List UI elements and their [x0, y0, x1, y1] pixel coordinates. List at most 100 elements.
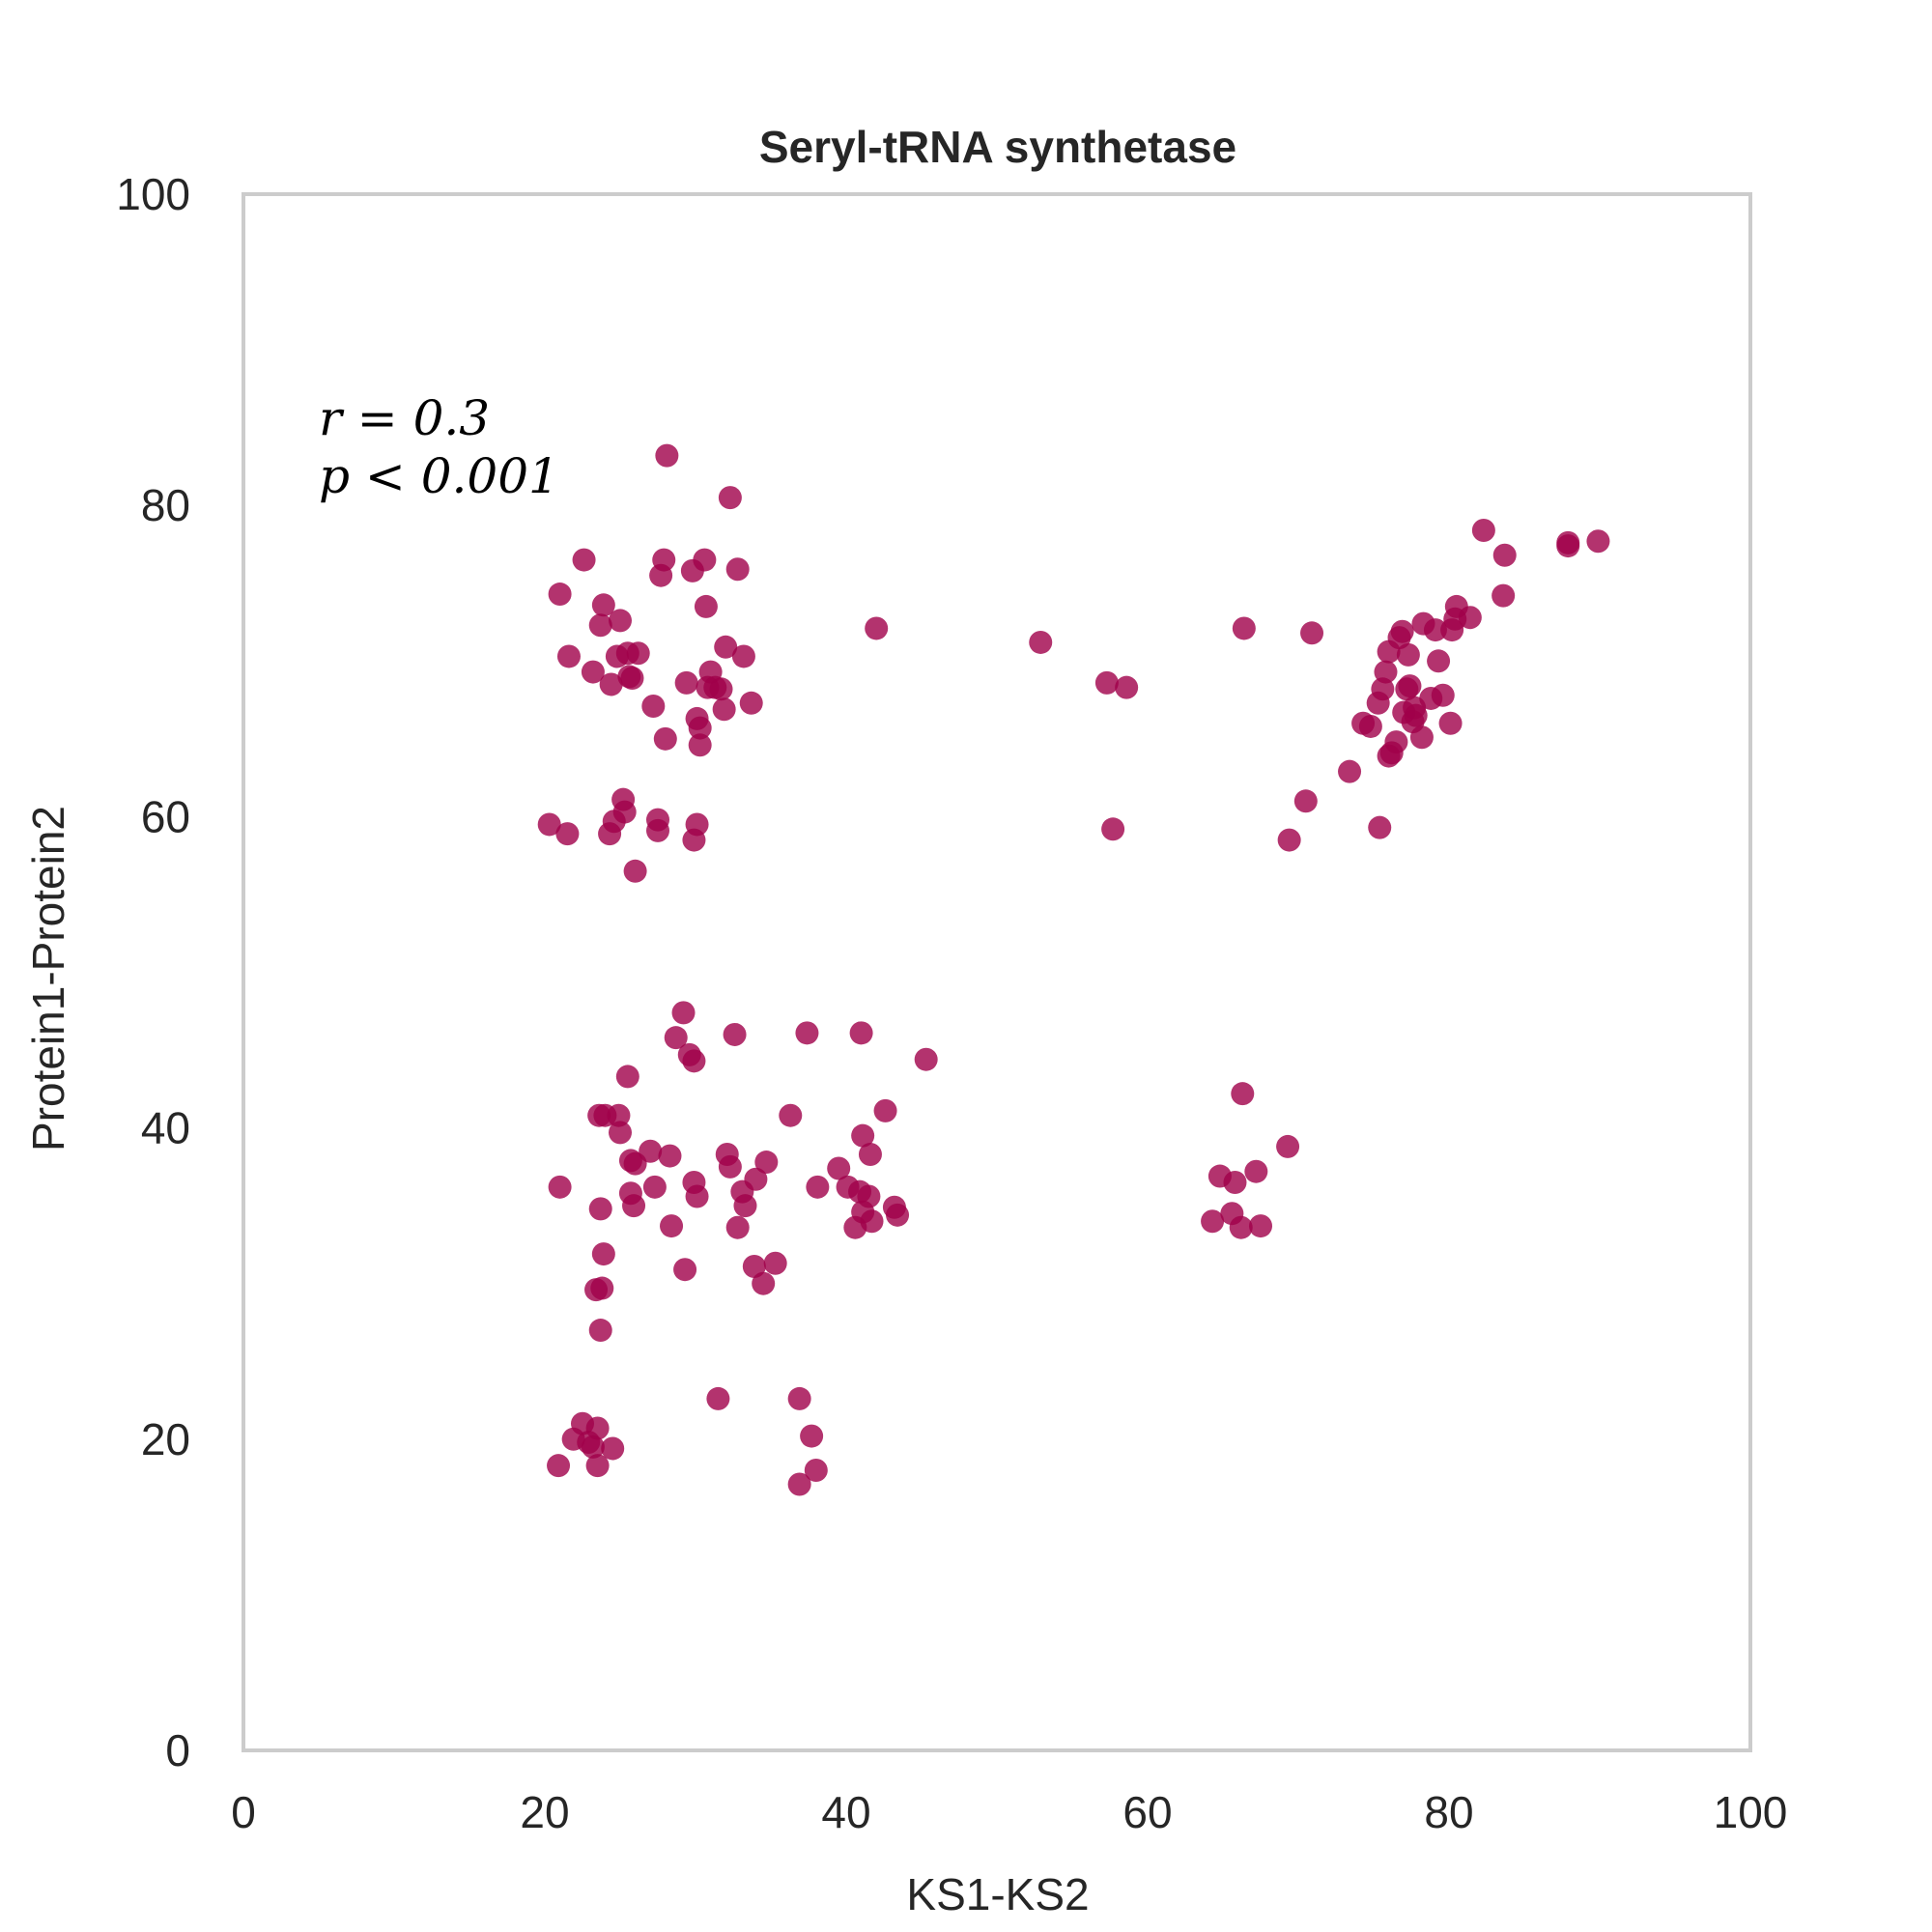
scatter-point [1431, 683, 1455, 707]
plot-frame [242, 192, 1752, 1752]
x-tick-label: 60 [1122, 1787, 1172, 1837]
scatter-point [609, 609, 632, 633]
scatter-point [674, 670, 698, 695]
scatter-point [601, 1436, 625, 1461]
scatter-point [612, 800, 637, 824]
scatter-point [1293, 789, 1318, 813]
scatter-point [725, 557, 750, 582]
scatter-point [733, 1194, 757, 1218]
scatter-point [1338, 759, 1362, 783]
scatter-point [1229, 1215, 1253, 1239]
scatter-point [1223, 1170, 1247, 1194]
scatter-point [795, 1021, 819, 1045]
scatter-point [588, 613, 612, 638]
scatter-point [1101, 817, 1125, 841]
scatter-point [1556, 534, 1580, 558]
scatter-point [1427, 649, 1451, 673]
y-tick-label: 60 [141, 791, 190, 841]
scatter-point [806, 1175, 830, 1199]
data-points [537, 443, 1610, 1496]
scatter-point [641, 695, 666, 719]
scatter-point [857, 1184, 881, 1208]
scatter-point [555, 822, 580, 846]
scatter-point [731, 644, 755, 668]
scatter-point [709, 677, 733, 701]
y-tick-labels: 0 20 40 60 80 100 [116, 169, 190, 1776]
scatter-point [694, 594, 718, 618]
scatter-point [685, 812, 709, 837]
scatter-point [646, 818, 669, 842]
scatter-point [752, 1271, 776, 1295]
scatter-point [688, 716, 712, 740]
scatter-point [1244, 1159, 1268, 1183]
scatter-point [858, 1142, 882, 1166]
scatter-point [548, 1175, 572, 1199]
scatter-point [787, 1472, 811, 1496]
scatter-point [1384, 730, 1408, 754]
scatter-point [723, 1022, 747, 1046]
scatter-point [718, 1154, 742, 1179]
scatter-point [712, 697, 736, 722]
scatter-point [639, 1139, 663, 1163]
scatter-point [800, 1424, 824, 1448]
scatter-point [742, 1254, 766, 1278]
scatter-point [548, 582, 572, 607]
x-tick-label: 100 [1714, 1787, 1788, 1837]
scatter-point [1423, 618, 1447, 642]
scatter-point [1300, 621, 1324, 645]
scatter-point [622, 1194, 646, 1218]
correlation-r-text: r = 0.3 [319, 390, 490, 446]
scatter-point [1458, 606, 1482, 630]
scatter-point [642, 1175, 667, 1199]
scatter-point [1398, 674, 1422, 698]
x-tick-label: 40 [821, 1787, 870, 1837]
scatter-point [682, 1049, 706, 1073]
scatter-point [607, 1103, 631, 1127]
scatter-point [849, 1021, 873, 1045]
scatter-point [779, 1103, 803, 1127]
scatter-point [1029, 630, 1053, 654]
scatter-point [1201, 1209, 1225, 1234]
x-tick-label: 80 [1424, 1787, 1473, 1837]
scatter-point [1231, 1082, 1255, 1106]
scatter-point [914, 1047, 938, 1071]
scatter-point [1492, 583, 1516, 608]
scatter-point [660, 1214, 684, 1238]
y-tick-label: 40 [141, 1103, 190, 1153]
scatter-point [754, 1151, 779, 1175]
scatter-point [1390, 619, 1414, 643]
x-tick-label: 20 [520, 1787, 569, 1837]
correlation-p-text: p < 0.001 [319, 448, 559, 504]
x-axis-label: KS1-KS2 [906, 1869, 1089, 1919]
scatter-point [581, 660, 605, 684]
scatter-point [744, 1167, 768, 1191]
chart-title: Seryl-tRNA synthetase [759, 122, 1236, 172]
y-tick-label: 20 [141, 1414, 190, 1464]
scatter-point [1249, 1214, 1272, 1238]
scatter-point [1438, 711, 1463, 735]
scatter-point [1409, 725, 1434, 750]
scatter-point [718, 486, 742, 510]
scatter-point [585, 1416, 610, 1440]
scatter-point [585, 1454, 610, 1478]
scatter-point [873, 1098, 897, 1122]
scatter-point [590, 1276, 614, 1300]
x-tick-label: 0 [231, 1787, 256, 1837]
scatter-point [860, 1209, 884, 1234]
scatter-point [658, 1144, 682, 1168]
scatter-point [706, 1386, 730, 1410]
scatter-point [653, 726, 677, 751]
scatter-point [599, 672, 623, 696]
y-tick-label: 80 [141, 480, 190, 530]
scatter-point [693, 548, 717, 572]
scatter-point [655, 443, 679, 468]
scatter-point [763, 1251, 787, 1275]
scatter-point [556, 644, 581, 668]
scatter-point [1586, 529, 1610, 554]
scatter-point [1374, 660, 1398, 684]
scatter-point [804, 1459, 828, 1483]
scatter-point [1094, 670, 1119, 695]
y-tick-label: 100 [116, 169, 190, 219]
scatter-point [673, 1258, 697, 1282]
scatter-point [1368, 815, 1392, 839]
